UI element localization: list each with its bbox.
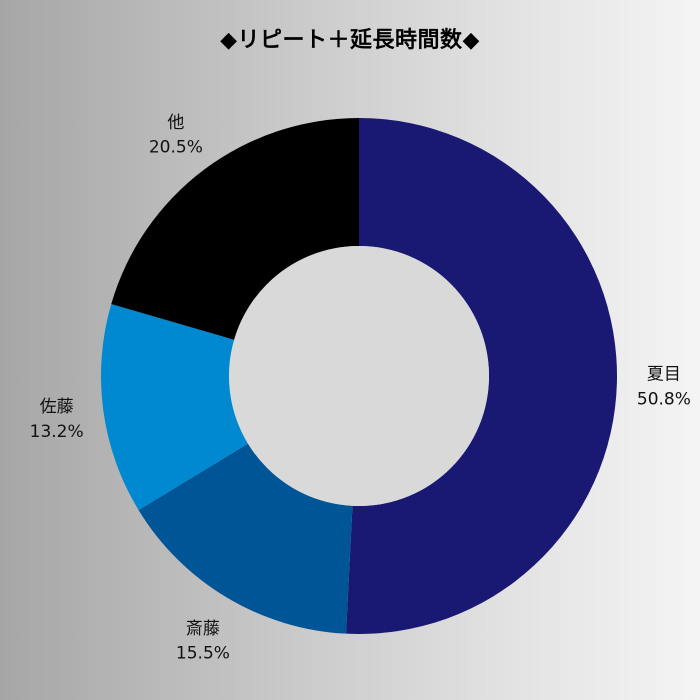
slice-value-label: 20.5% [149,138,203,158]
slice-value-label: 50.8% [637,389,691,409]
slice-3 [100,304,248,511]
slice-category-label: 斎藤 [186,619,220,639]
slice-2 [138,443,353,634]
slice-4 [111,118,359,340]
slice-value-label: 13.2% [30,422,84,442]
slice-category-label: 他 [167,113,184,133]
slice-value-label: 15.5% [176,644,230,664]
slice-label-4: 他 20.5% [149,113,203,158]
slice-label-3: 佐藤 13.2% [30,397,84,442]
slice-category-label: 夏目 [647,365,681,385]
slice-1 [346,118,618,635]
slice-category-label: 佐藤 [40,397,74,417]
slice-label-1: 夏目 50.8% [637,365,691,410]
donut-hole [229,246,489,506]
slice-label-2: 斎藤 15.5% [176,619,230,664]
chart-title: ◆リピート＋延長時間数◆ [220,28,480,53]
